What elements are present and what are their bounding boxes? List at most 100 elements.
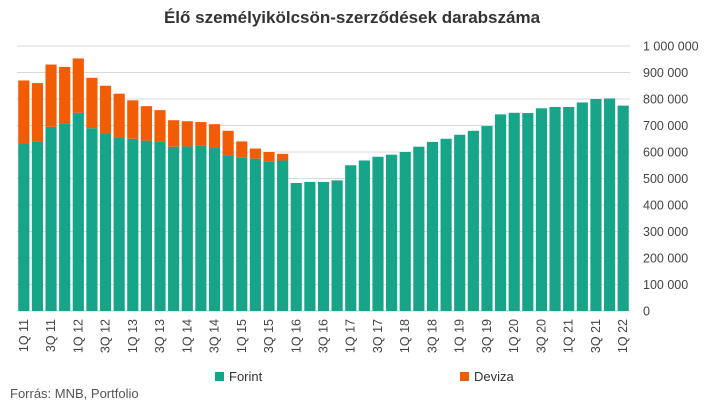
x-tick-label: 1Q 18 — [398, 319, 412, 353]
bar-forint-2q-19 — [467, 130, 479, 311]
bar-forint-4q-18 — [440, 138, 452, 311]
bar-deviza-2q-14 — [195, 122, 207, 146]
bar-forint-3q-18 — [426, 141, 439, 311]
bar-forint-3q-17 — [372, 156, 384, 311]
x-tick-label: 1Q 11 — [17, 319, 31, 352]
source-note: Forrás: MNB, Portfolio — [10, 386, 139, 401]
bar-forint-3q-21 — [590, 99, 602, 311]
x-tick-label: 3Q 19 — [480, 319, 494, 353]
bar-forint-2q-15 — [249, 158, 261, 311]
legend-swatch-deviza — [460, 372, 469, 381]
bar-forint-4q-12 — [113, 137, 125, 311]
bar-forint-1q-21 — [563, 106, 575, 311]
x-tick-label: 1Q 20 — [507, 319, 521, 353]
legend-label-deviza: Deviza — [474, 369, 515, 384]
legend: Forint Deviza — [215, 369, 515, 384]
bar-deviza-3q-14 — [208, 124, 221, 149]
y-tick-label: 700 000 — [643, 119, 688, 133]
x-tick-label: 3Q 13 — [153, 319, 167, 353]
bar-forint-1q-17 — [345, 165, 357, 311]
bar-deviza-1q-14 — [181, 121, 193, 147]
bar-deviza-1q-15 — [236, 141, 248, 158]
y-tick-label: 0 — [643, 305, 650, 319]
y-tick-label: 1 000 000 — [643, 40, 699, 54]
x-tick-label: 1Q 12 — [71, 319, 85, 353]
bar-forint-1q-22 — [617, 105, 629, 311]
bar-forint-4q-14 — [222, 155, 234, 311]
y-tick-label: 400 000 — [643, 199, 688, 213]
bar-deviza-4q-11 — [59, 66, 71, 124]
y-tick-label: 200 000 — [643, 252, 688, 266]
bar-forint-1q-18 — [399, 152, 411, 311]
bar-deviza-3q-11 — [45, 64, 57, 127]
bar-forint-4q-11 — [59, 123, 71, 311]
bar-forint-1q-11 — [18, 143, 30, 311]
bar-deviza-1q-12 — [72, 58, 84, 113]
bars — [18, 58, 629, 312]
x-tick-label: 1Q 19 — [453, 319, 467, 353]
bar-deviza-4q-12 — [113, 93, 125, 138]
x-axis-tick-labels: 1Q 11 3Q 11 1Q 12 3Q 12 1Q 13 3Q 13 1Q 14 3Q 14… — [17, 319, 630, 353]
bar-forint-3q-16 — [317, 181, 330, 311]
y-axis-tick-labels: 0 100 000 200 000 300 000 400 000 500 000 600 … — [643, 40, 699, 319]
bar-forint-3q-20 — [535, 108, 548, 312]
y-tick-label: 800 000 — [643, 93, 688, 107]
bar-forint-2q-11 — [31, 141, 44, 311]
chart-title: Élő személyikölcsön-szerződések darabszá… — [164, 8, 541, 27]
bar-forint-4q-13 — [168, 146, 180, 311]
bar-forint-3q-12 — [99, 133, 112, 311]
bar-forint-2q-12 — [86, 128, 98, 311]
bar-deviza-1q-13 — [127, 100, 139, 139]
bar-forint-2q-14 — [195, 145, 207, 311]
x-tick-label: 1Q 14 — [180, 319, 194, 353]
x-tick-label: 1Q 17 — [344, 319, 358, 353]
x-tick-label: 3Q 12 — [99, 319, 113, 353]
x-tick-label: 1Q 16 — [289, 319, 303, 353]
x-tick-label: 3Q 11 — [44, 319, 58, 352]
bar-forint-2q-16 — [304, 181, 316, 311]
bar-deviza-4q-14 — [222, 130, 234, 156]
bar-deviza-2q-12 — [86, 77, 98, 129]
y-tick-label: 300 000 — [643, 225, 688, 239]
bar-forint-1q-20 — [508, 112, 520, 311]
y-tick-label: 900 000 — [643, 66, 688, 80]
bar-forint-2q-13 — [140, 140, 152, 311]
y-tick-label: 600 000 — [643, 146, 688, 160]
x-tick-label: 3Q 20 — [534, 319, 548, 353]
bar-deviza-2q-13 — [140, 106, 152, 141]
x-tick-label: 3Q 14 — [208, 319, 222, 353]
x-tick-label: 1Q 22 — [616, 319, 630, 353]
x-tick-label: 1Q 21 — [562, 319, 576, 353]
x-tick-label: 3Q 15 — [262, 319, 276, 353]
x-tick-label: 1Q 13 — [126, 319, 140, 353]
legend-label-forint: Forint — [229, 369, 263, 384]
legend-swatch-forint — [215, 372, 224, 381]
bar-forint-4q-16 — [331, 180, 343, 311]
bar-forint-1q-16 — [290, 183, 302, 311]
bar-forint-3q-15 — [263, 161, 275, 311]
bar-deviza-3q-13 — [154, 110, 166, 142]
y-tick-label: 500 000 — [643, 172, 688, 186]
x-tick-label: 3Q 16 — [317, 319, 331, 353]
bar-forint-4q-15 — [277, 160, 289, 311]
bar-deviza-4q-13 — [168, 120, 180, 147]
bar-deviza-4q-15 — [277, 153, 289, 161]
bar-forint-3q-19 — [481, 126, 493, 311]
bar-forint-3q-13 — [154, 141, 166, 311]
x-tick-label: 1Q 15 — [235, 319, 249, 353]
bar-deviza-2q-11 — [31, 83, 44, 142]
bar-forint-1q-13 — [127, 138, 139, 311]
bar-forint-4q-21 — [603, 98, 616, 311]
bar-deviza-3q-12 — [99, 85, 112, 134]
bar-forint-4q-19 — [495, 114, 507, 312]
x-tick-label: 3Q 17 — [371, 319, 385, 353]
bar-forint-1q-15 — [236, 157, 248, 311]
x-tick-label: 3Q 18 — [425, 319, 439, 353]
bar-forint-1q-14 — [181, 146, 193, 311]
bar-forint-2q-21 — [576, 102, 588, 311]
y-tick-label: 100 000 — [643, 278, 688, 292]
bar-forint-3q-14 — [208, 148, 221, 311]
bar-deviza-1q-11 — [18, 80, 30, 144]
